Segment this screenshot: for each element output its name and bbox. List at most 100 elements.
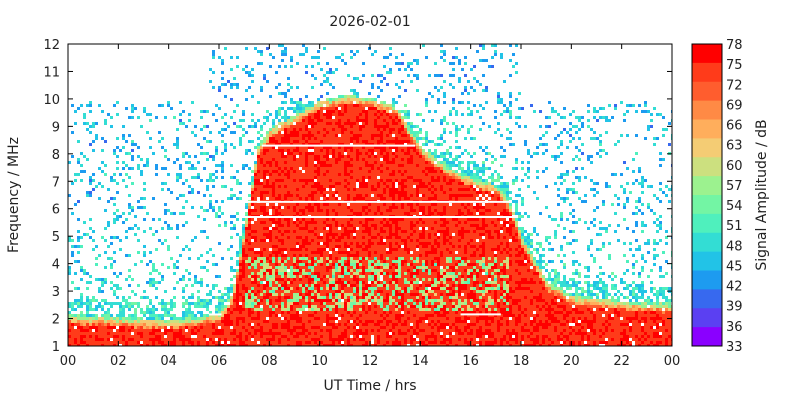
heatmap-cell [365, 308, 368, 311]
heatmap-cell [311, 125, 314, 128]
heatmap-cell [143, 332, 146, 335]
heatmap-cell [269, 161, 272, 164]
heatmap-cell [299, 149, 302, 152]
heatmap-cell [260, 332, 263, 335]
heatmap-cell [299, 269, 302, 272]
heatmap-cell [149, 299, 152, 302]
heatmap-cell [287, 314, 290, 317]
heatmap-cell [86, 332, 89, 335]
heatmap-cell [287, 83, 290, 86]
heatmap-cell [164, 302, 167, 305]
heatmap-cell [173, 302, 176, 305]
heatmap-cell [308, 326, 311, 329]
heatmap-cell [101, 338, 104, 341]
heatmap-cell [119, 323, 122, 326]
heatmap-cell [281, 59, 284, 62]
heatmap-cell [332, 86, 335, 89]
heatmap-cell [338, 242, 341, 245]
heatmap-cell [332, 284, 335, 287]
heatmap-cell [308, 341, 311, 344]
heatmap-cell [275, 281, 278, 284]
heatmap-cell [113, 197, 116, 200]
heatmap-cell [269, 284, 272, 287]
heatmap-cell [188, 155, 191, 158]
heatmap-cell [116, 329, 119, 332]
heatmap-cell [344, 110, 347, 113]
heatmap-cell [200, 110, 203, 113]
heatmap-cell [359, 128, 362, 131]
heatmap-cell [254, 320, 257, 323]
heatmap-cell [326, 260, 329, 263]
heatmap-cell [236, 290, 239, 293]
heatmap-cell [293, 263, 296, 266]
heatmap-cell [287, 179, 290, 182]
heatmap-cell [362, 281, 365, 284]
heatmap-cell [92, 125, 95, 128]
heatmap-cell [164, 290, 167, 293]
heatmap-cell [269, 308, 272, 311]
heatmap-cell [278, 173, 281, 176]
heatmap-cell [188, 320, 191, 323]
heatmap-cell [260, 125, 263, 128]
heatmap-cell [176, 140, 179, 143]
heatmap-cell [272, 179, 275, 182]
heatmap-cell [368, 290, 371, 293]
heatmap-cell [290, 119, 293, 122]
heatmap-cell [350, 134, 353, 137]
heatmap-cell [356, 113, 359, 116]
heatmap-cell [284, 296, 287, 299]
heatmap-cell [251, 344, 254, 346]
heatmap-cell [308, 221, 311, 224]
heatmap-cell [188, 317, 191, 320]
heatmap-cell [359, 170, 362, 173]
heatmap-cell [89, 308, 92, 311]
heatmap-cell [119, 311, 122, 314]
heatmap-cell [317, 251, 320, 254]
heatmap-cell [344, 302, 347, 305]
heatmap-cell [113, 320, 116, 323]
heatmap-cell [155, 317, 158, 320]
heatmap-cell [350, 146, 353, 149]
heatmap-cell [314, 146, 317, 149]
heatmap-cell [215, 275, 218, 278]
heatmap-cell [371, 188, 374, 191]
heatmap-cell [368, 176, 371, 179]
heatmap-cell [329, 152, 332, 155]
heatmap-cell [254, 338, 257, 341]
heatmap-cell [275, 170, 278, 173]
heatmap-cell [317, 239, 320, 242]
heatmap-cell [164, 329, 167, 332]
heatmap-cell [293, 179, 296, 182]
heatmap-cell [239, 245, 242, 248]
heatmap-cell [239, 257, 242, 260]
heatmap-cell [281, 203, 284, 206]
heatmap-cell [275, 152, 278, 155]
heatmap-cell [281, 209, 284, 212]
heatmap-cell [353, 320, 356, 323]
heatmap-cell [284, 224, 287, 227]
heatmap-cell [122, 161, 125, 164]
heatmap-cell [251, 170, 254, 173]
heatmap-cell [293, 107, 296, 110]
heatmap-cell [317, 308, 320, 311]
heatmap-cell [356, 305, 359, 308]
heatmap-cell [263, 230, 266, 233]
heatmap-cell [359, 212, 362, 215]
heatmap-cell [257, 149, 260, 152]
heatmap-cell [326, 290, 329, 293]
heatmap-cell [188, 323, 191, 326]
heatmap-cell [278, 344, 281, 346]
heatmap-cell [74, 344, 77, 346]
heatmap-cell [170, 338, 173, 341]
heatmap-cell [74, 338, 77, 341]
heatmap-cell [290, 308, 293, 311]
heatmap-cell [347, 140, 350, 143]
heatmap-cell [275, 263, 278, 266]
heatmap-cell [320, 335, 323, 338]
heatmap-cell [329, 68, 332, 71]
heatmap-cell [203, 314, 206, 317]
heatmap-cell [365, 170, 368, 173]
heatmap-cell [209, 302, 212, 305]
heatmap-cell [140, 170, 143, 173]
heatmap-cell [116, 323, 119, 326]
